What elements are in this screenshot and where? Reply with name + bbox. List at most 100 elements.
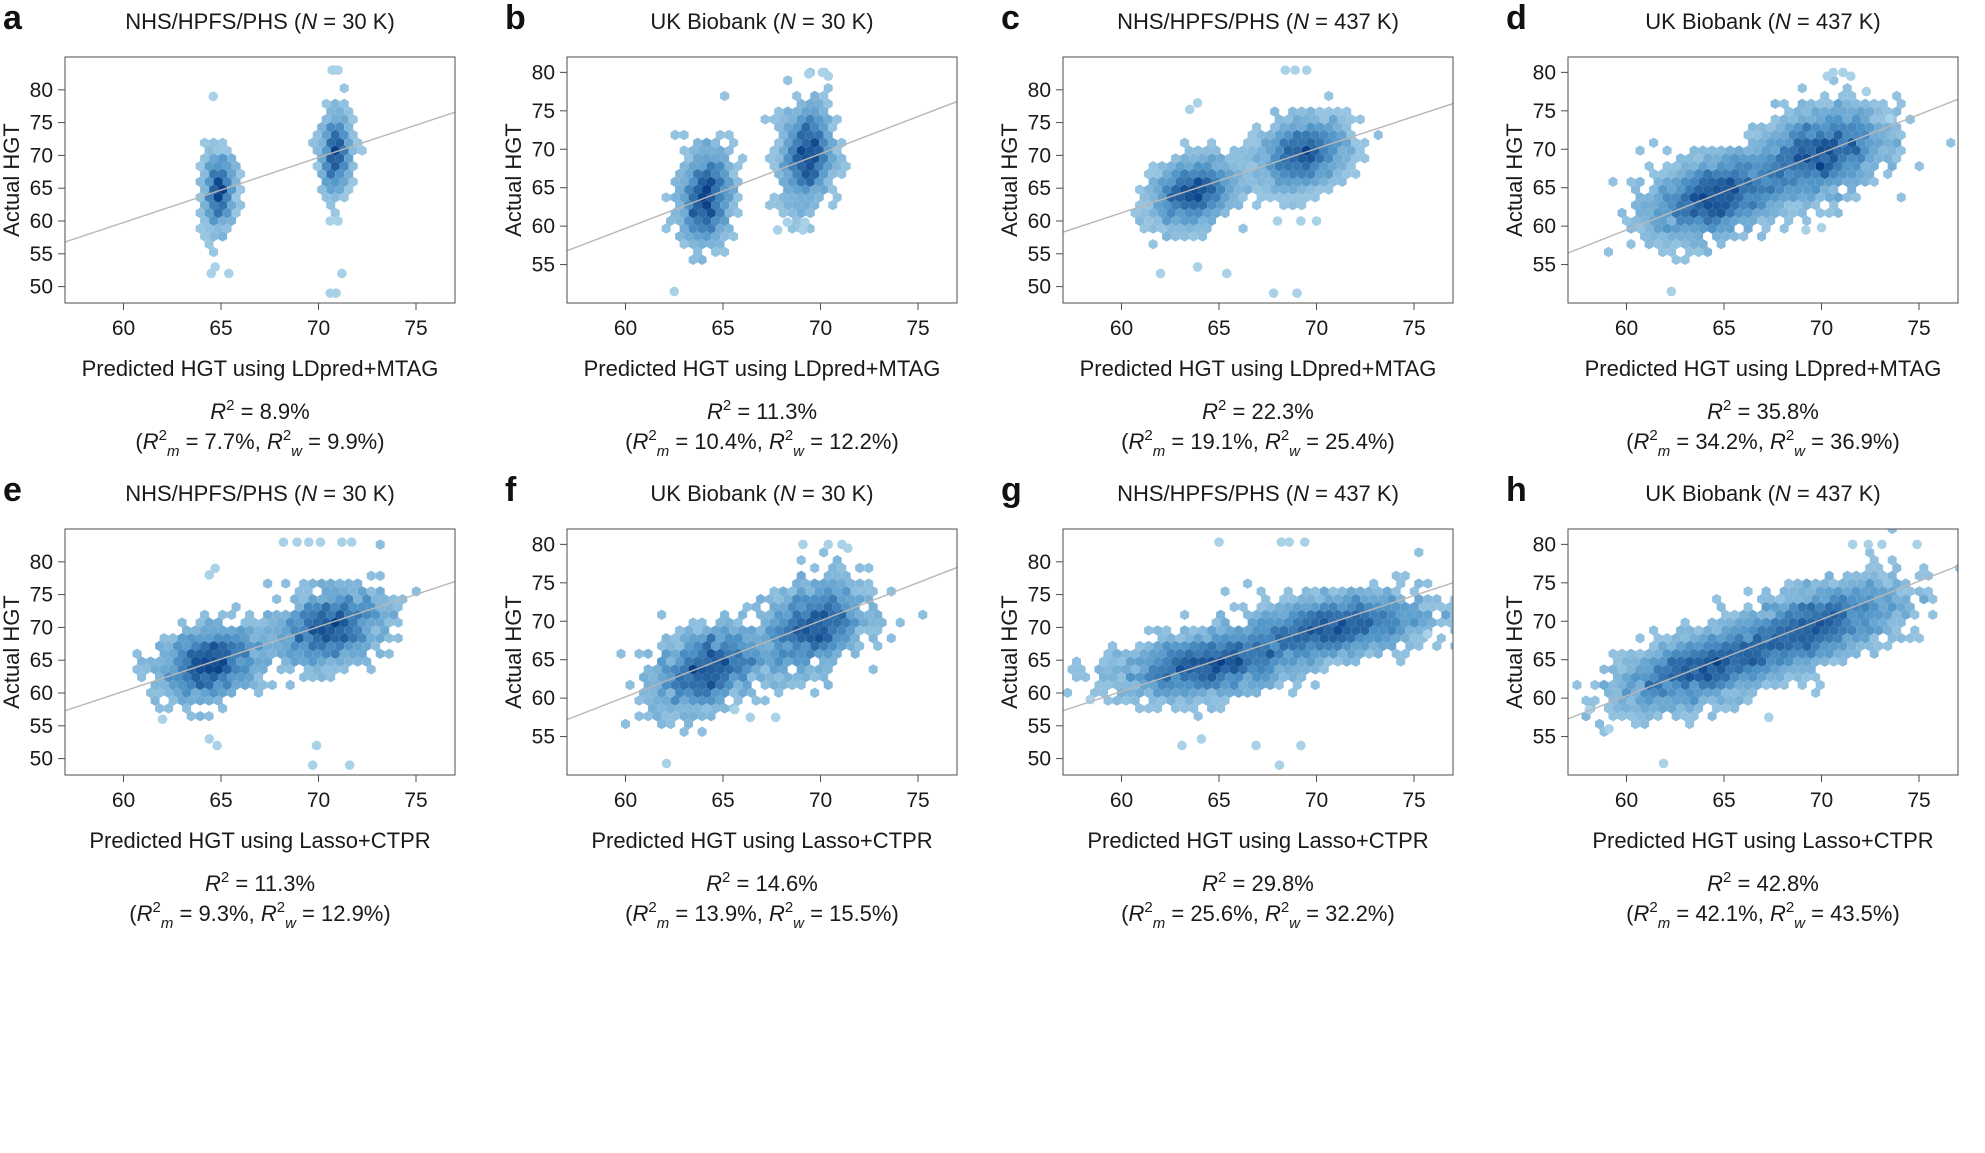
hexbin-cell (1626, 176, 1636, 187)
x-tick-label: 65 (1712, 789, 1735, 812)
hexbin-cell (1144, 656, 1154, 667)
hexbin-cell (195, 633, 205, 644)
hexbin-cell (1725, 176, 1735, 187)
hexbin-cell (1198, 625, 1208, 636)
hexbin-cell (1626, 695, 1636, 706)
hexbin-cell (335, 609, 345, 620)
outlier-point (669, 286, 680, 297)
hexbin-cell (222, 207, 232, 219)
hexbin-cell (1391, 586, 1401, 597)
hexbin-cell (1301, 601, 1311, 613)
hexbin-cell (828, 656, 838, 667)
hexbin-cell (805, 145, 815, 156)
x-tick-label: 60 (112, 789, 135, 812)
hexbin-cell (1721, 609, 1731, 620)
hexbin-cell (1775, 200, 1785, 211)
hexbin-cell (281, 656, 291, 667)
hexbin-cell (344, 656, 354, 667)
hexbin-cell (1283, 601, 1293, 613)
hexbin-cell (1617, 664, 1627, 675)
hexbin-cell (209, 231, 219, 242)
hexbin-cell (796, 601, 806, 613)
hexbin-cell (1072, 656, 1081, 667)
hexbin-cell (348, 601, 358, 613)
hexbin-cell (384, 633, 394, 644)
hexbin-cell (1856, 578, 1866, 589)
hexbin-cell (1270, 640, 1280, 652)
hexbin-cell (1423, 578, 1433, 589)
hexbin-cell (1229, 601, 1239, 613)
r2-by-sex: (R2m = 34.2%, R2w = 36.9%) (1626, 427, 1900, 460)
hexbin-cell (1297, 184, 1307, 195)
hexbin-cell (1405, 640, 1415, 652)
hexbin-cell (1788, 207, 1798, 219)
hexbin-cell (1590, 695, 1600, 706)
hexbin-cell (317, 656, 327, 667)
outlier-point (1300, 537, 1310, 547)
hexbin-cell (720, 90, 730, 102)
hexbin-cell (751, 633, 761, 644)
hexbin-cell (1288, 609, 1298, 620)
hexbin-cell (1662, 192, 1672, 203)
hexbin-cell (711, 246, 721, 258)
hexbin-cell (1734, 695, 1744, 706)
hexbin-cell (1707, 161, 1717, 172)
panel-label: d (1506, 0, 1527, 37)
hexbin-cell (1739, 609, 1749, 620)
hexbin-cell (1180, 656, 1190, 667)
hexbin-cell (1667, 215, 1677, 226)
hexbin-cell (823, 176, 833, 187)
outlier-point (1861, 86, 1872, 97)
y-tick-label: 55 (532, 726, 555, 749)
hexbin-cell (227, 200, 237, 211)
hexbin-cell (303, 633, 313, 644)
hexbin-cell (1581, 695, 1591, 706)
hexbin-cell (1166, 648, 1176, 659)
hexbin-cell (801, 594, 811, 605)
hexbin-cell (778, 176, 788, 187)
hexbin-cell (1842, 98, 1852, 109)
hexbin-cell (738, 687, 748, 698)
hexbin-cell (1770, 664, 1780, 675)
hexbin-cell (348, 586, 358, 597)
hexbin-cell (258, 633, 268, 644)
hexbin-cell (1712, 168, 1722, 180)
hexbin-cell (1752, 664, 1762, 675)
hexbin-cell (164, 672, 174, 683)
hexbin-cell (1301, 129, 1311, 141)
hexbin-cell (1180, 231, 1190, 242)
hexbin-cell (1261, 184, 1271, 195)
hexbin-cell (1748, 137, 1758, 148)
x-tick-label: 60 (112, 317, 135, 340)
hexbin-cell (1328, 145, 1338, 156)
hexbin-cell (1851, 176, 1861, 187)
hexbin-cell (1297, 122, 1307, 133)
hexbin-cell (1292, 633, 1302, 644)
panel-label: h (1506, 471, 1527, 509)
hexbin-cell (375, 586, 385, 597)
hexbin-cell (1802, 672, 1812, 683)
hexbin-cell (1351, 168, 1361, 180)
hexbin-cell (1351, 625, 1361, 636)
hexbin-cell (1301, 664, 1311, 675)
x-tick-label: 65 (1207, 789, 1230, 812)
hexbin-cell (1234, 153, 1244, 164)
hexbin-cell (783, 184, 793, 195)
hexbin-cell (1409, 601, 1419, 613)
hexbin-cell (711, 184, 721, 195)
hexbin-cell (1694, 231, 1704, 242)
hexbin-cell (1662, 161, 1672, 172)
hexbin-cell (769, 664, 779, 675)
hexbin-cell (729, 640, 739, 652)
hexbin-cell (1676, 153, 1686, 164)
hexbin-cell (1824, 601, 1834, 613)
hexbin-cell (1820, 168, 1830, 180)
hexbin-cell (200, 168, 210, 180)
y-tick-label: 60 (30, 210, 53, 233)
hexbin-cell (1644, 239, 1654, 250)
hexbin-cell (832, 555, 842, 566)
hexbin-cell (1716, 192, 1726, 203)
y-tick-label: 55 (532, 254, 555, 277)
hexbin-cell (1369, 625, 1379, 636)
